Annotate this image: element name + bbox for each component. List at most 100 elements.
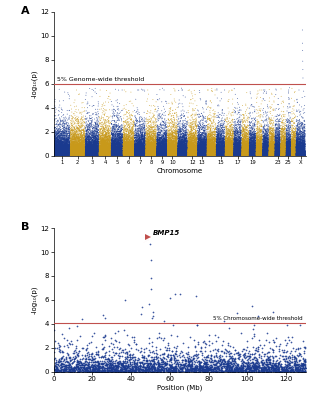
Point [75,150,80,156]
Point [219,146,224,152]
Point [65,359,70,365]
Point [79,150,84,156]
Point [70,140,75,146]
Point [251,149,256,156]
Point [57,130,62,136]
Point [237,138,242,144]
Point [302,149,307,155]
Point [110,144,115,150]
Point [93,144,98,150]
Point [236,151,241,157]
Point [201,148,206,154]
Point [102,150,107,157]
Point [213,133,218,139]
Point [206,151,211,158]
Point [253,152,258,159]
Point [190,130,195,136]
Point [278,369,283,375]
Point [241,153,246,159]
Point [244,145,249,152]
Point [90,152,95,158]
Point [82,148,87,155]
Point [67,148,72,154]
Point [94,148,99,154]
Point [112,144,117,150]
Point [148,134,153,140]
Point [171,140,176,146]
Point [191,151,196,157]
Point [111,144,116,150]
Point [185,150,190,157]
Point [59,150,64,156]
Point [127,147,132,154]
Point [67,151,72,157]
Point [237,142,242,148]
Point [132,148,137,155]
Point [152,150,157,157]
Point [118,360,123,366]
Point [262,152,267,158]
Point [73,148,78,154]
Point [186,142,191,148]
Point [86,132,91,138]
Point [105,140,110,146]
Point [269,147,274,153]
Point [129,144,134,151]
Point [54,152,59,158]
Point [217,135,222,141]
Point [248,152,253,158]
Point [63,137,68,143]
Point [62,146,67,152]
Point [241,128,246,135]
Point [244,142,249,149]
Point [129,146,135,152]
Point [297,150,302,157]
Point [272,142,277,148]
Point [268,152,273,158]
Point [204,357,209,364]
Point [205,149,210,156]
Point [127,140,132,146]
Point [126,143,131,149]
Point [203,146,208,152]
Point [135,151,140,157]
Point [87,152,92,158]
Point [160,132,165,139]
Point [189,140,194,146]
Point [192,152,197,158]
Point [112,136,117,143]
Point [95,151,100,158]
Point [263,138,268,145]
Point [136,145,141,151]
Point [266,135,271,141]
Point [174,126,179,132]
Point [63,118,68,124]
Point [145,120,150,127]
Point [116,140,121,146]
Point [228,151,233,158]
Point [279,150,284,156]
Point [132,146,137,152]
Point [238,141,243,148]
Point [124,139,129,145]
Point [259,151,264,157]
Point [153,144,158,151]
Point [278,128,284,134]
Point [280,151,285,157]
Point [67,131,72,138]
Point [278,148,284,155]
Point [170,143,175,150]
Point [217,149,222,156]
Point [140,360,145,367]
Point [103,148,108,155]
Point [218,149,223,155]
Point [90,153,95,159]
Point [94,142,99,148]
Point [160,139,165,146]
Point [65,147,70,153]
Point [92,368,97,375]
Point [207,124,212,131]
Point [144,152,149,158]
Point [84,153,89,159]
Point [295,149,301,155]
